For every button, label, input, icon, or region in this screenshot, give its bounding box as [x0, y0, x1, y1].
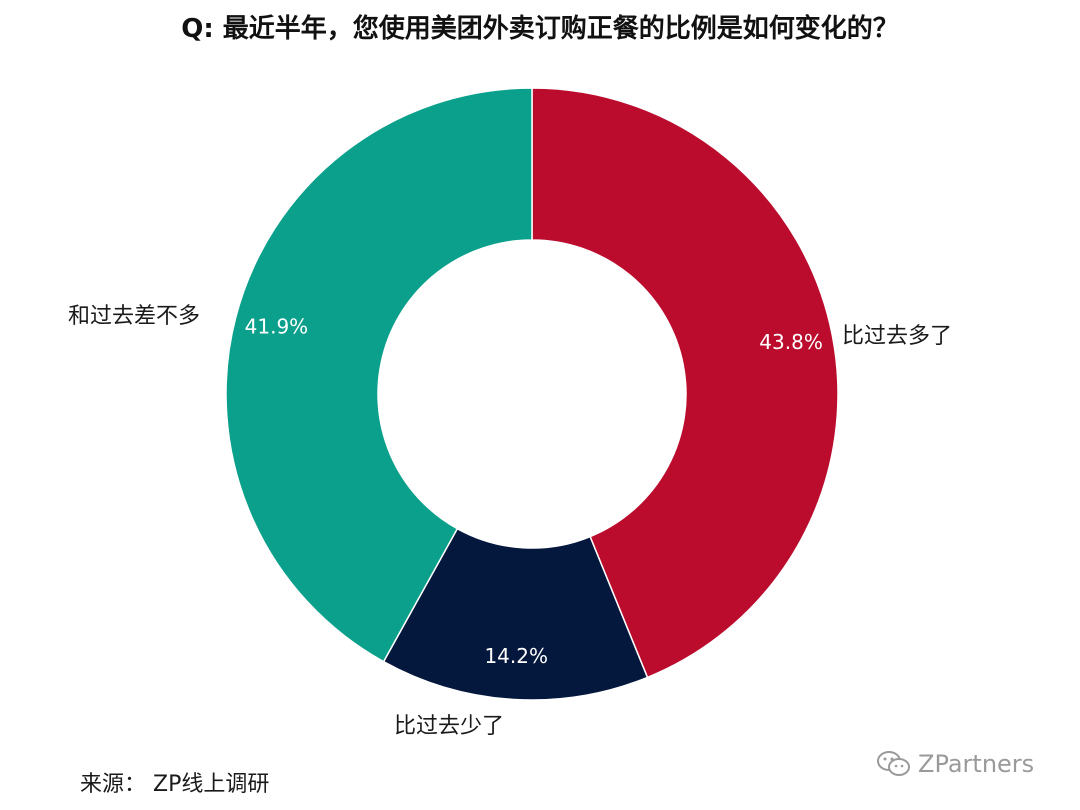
- slice-less: [382, 527, 649, 701]
- category-label-more: 比过去多了: [842, 324, 953, 349]
- source-note: 来源： ZP线上调研: [80, 772, 270, 797]
- category-label-less: 比过去少了: [394, 714, 505, 739]
- watermark: ZPartners: [876, 750, 1034, 778]
- chart-title: Q: 最近半年，您使用美团外卖订购正餐的比例是如何变化的？: [181, 14, 899, 44]
- wechat-icon: [877, 751, 910, 776]
- value-label-less: 14.2%: [484, 644, 548, 668]
- value-label-more: 43.8%: [759, 330, 823, 354]
- slice-more: [531, 87, 839, 679]
- slice-same: [225, 87, 533, 663]
- watermark-text: ZPartners: [918, 750, 1035, 778]
- value-label-same: 41.9%: [245, 314, 309, 338]
- category-label-same: 和过去差不多: [68, 304, 201, 329]
